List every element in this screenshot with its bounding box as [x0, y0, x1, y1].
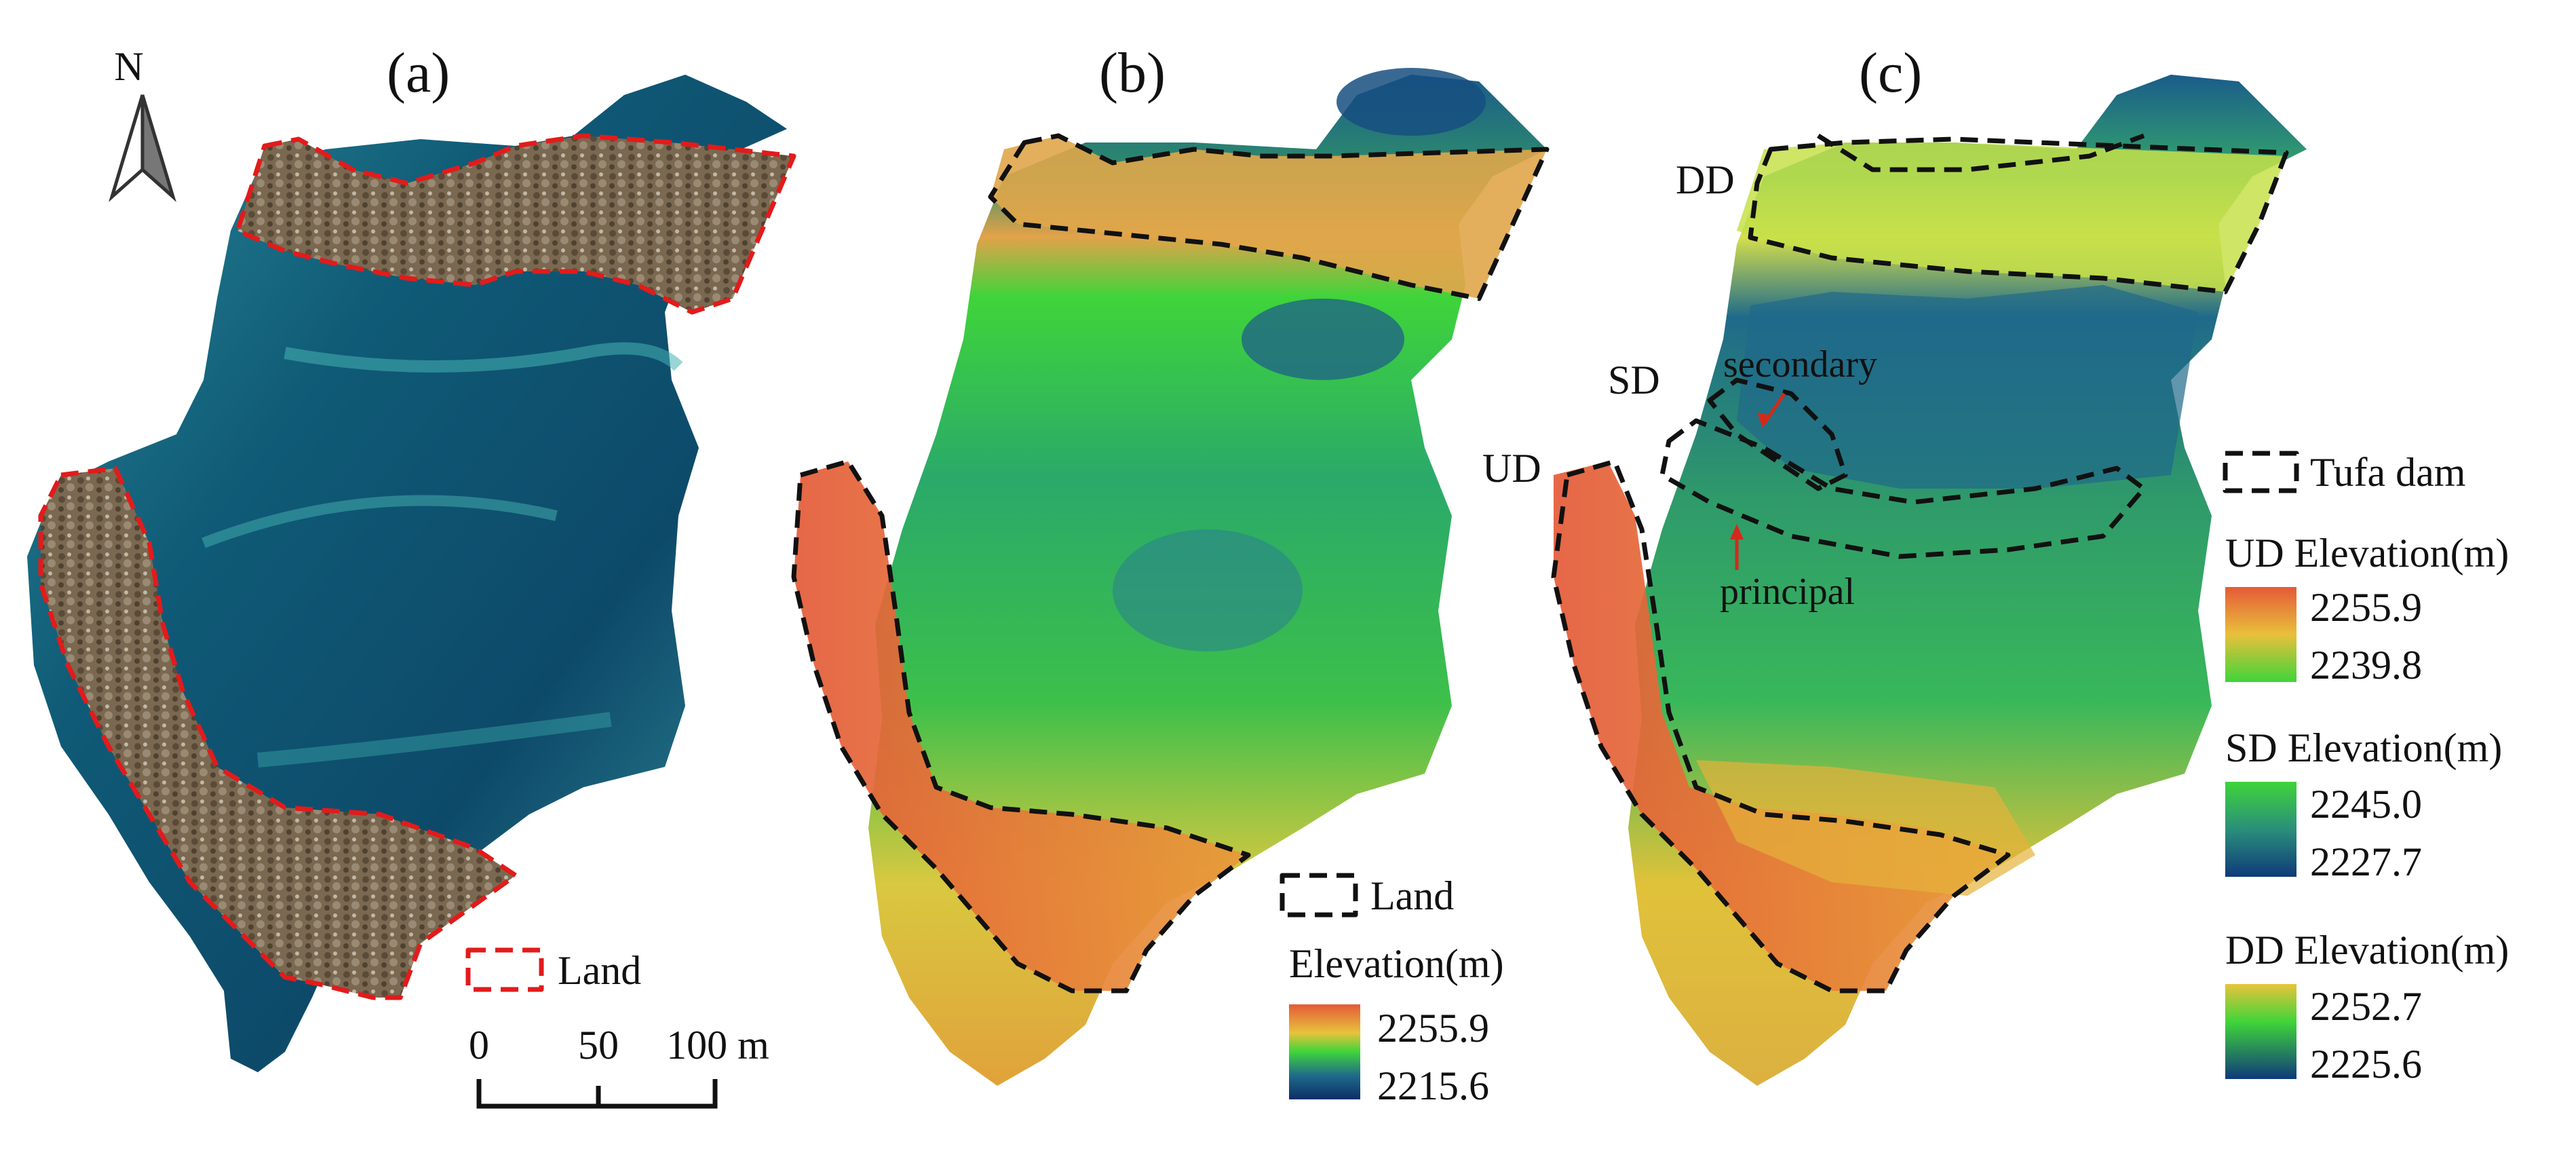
legend-land-swatch: [465, 947, 544, 992]
dam-label-ud: UD: [1482, 446, 1541, 491]
north-arrow-icon: N: [109, 44, 176, 202]
legend-ud-max: 2255.9: [2310, 585, 2422, 630]
scale-tick-50: 50: [578, 1023, 619, 1067]
legend-dd-colorbar: [2225, 984, 2296, 1079]
legend-dd-max: 2252.7: [2310, 984, 2422, 1029]
panel-a: (a) N Land 0 50 100 m: [27, 41, 796, 1109]
land-outline-north: [235, 133, 796, 315]
legend-c: Tufa dam UD Elevation(m) 2255.9 2239.8 S…: [2223, 450, 2509, 1086]
legend-b-colorbar: [1289, 1004, 1360, 1099]
legend-b-max: 2255.9: [1377, 1006, 1489, 1051]
north-arrow-label: N: [114, 44, 143, 89]
tufa-dam-ud: [1551, 459, 2011, 994]
land-outline-south: [38, 466, 518, 1000]
legend-b-land-label: Land: [1370, 873, 1454, 918]
legend-sd-max: 2245.0: [2310, 782, 2422, 827]
legend-ud-title: UD Elevation(m): [2225, 531, 2509, 575]
legend-b-min: 2215.6: [1377, 1063, 1489, 1108]
land-outline-b-south: [791, 459, 1251, 994]
land-zone-north: [237, 136, 794, 312]
dam-label-sd: SD: [1608, 358, 1660, 402]
legend-tufa-swatch: [2223, 451, 2299, 493]
scale-bar: 0 50 100 m: [469, 1023, 769, 1109]
annotation-secondary: secondary: [1723, 343, 1877, 385]
legend-sd-title: SD Elevation(m): [2225, 725, 2502, 770]
legend-sd-colorbar: [2225, 782, 2296, 877]
legend-a: Land: [465, 947, 641, 993]
scale-tick-0: 0: [469, 1023, 489, 1067]
legend-ud-min: 2239.8: [2310, 643, 2422, 687]
panel-a-label: (a): [387, 41, 450, 105]
legend-b: Land Elevation(m) 2255.9 2215.6: [1280, 873, 1504, 1108]
legend-dd-min: 2225.6: [2310, 1042, 2422, 1086]
legend-tufa-label: Tufa dam: [2310, 450, 2465, 495]
tufa-dam-dd: [1748, 136, 2289, 295]
tufa-dam-dd-inner: [1817, 133, 2145, 172]
annotation-principal: principal: [1720, 571, 1855, 613]
legend-b-land-swatch: [1280, 873, 1358, 918]
legend-sd-min: 2227.7: [2310, 839, 2422, 884]
panel-b: (b) Land Elevation(m) 2255.9 2215.6: [791, 41, 1550, 1108]
panel-c-label: (c): [1859, 41, 1922, 105]
scale-tick-100: 100 m: [666, 1023, 769, 1067]
land-zone-south: [41, 468, 516, 998]
dam-label-dd: DD: [1676, 157, 1735, 202]
legend-land-label: Land: [558, 948, 641, 993]
panel-b-label: (b): [1099, 41, 1166, 105]
legend-dd-title: DD Elevation(m): [2225, 928, 2509, 972]
legend-b-elevation-title: Elevation(m): [1289, 941, 1504, 986]
legend-ud-colorbar: [2225, 587, 2296, 682]
panel-c: (c) DD SD UD secondary principal Tufa da…: [1482, 41, 2509, 1086]
land-outline-b-north: [988, 133, 1550, 301]
